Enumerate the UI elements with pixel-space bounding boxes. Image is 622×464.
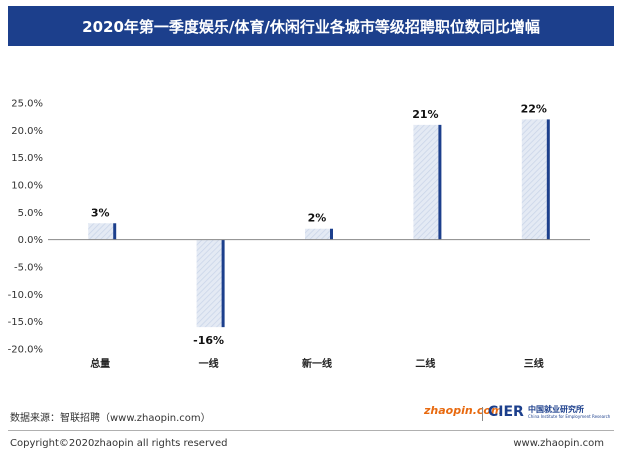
y-tick-label: -5.0%	[14, 263, 43, 274]
bar-edge	[546, 119, 550, 240]
x-tick-label: 三线	[524, 357, 544, 370]
bar-1	[88, 223, 117, 240]
bar-chart: 25.0% 20.0% 15.0% 10.0% 5.0% 0.0% -5.0% -10.0% -…	[8, 99, 590, 370]
y-tick-label: -15.0%	[8, 317, 43, 328]
category-labels: 总量 一线 新一线 二线 三线	[90, 357, 544, 370]
x-tick-label: 二线	[415, 357, 435, 370]
y-tick-label: 20.0%	[11, 126, 43, 137]
footer-divider	[8, 430, 614, 431]
cier-logo: CIER	[488, 404, 524, 420]
data-label: 21%	[412, 108, 438, 121]
copyright: Copyright©2020zhaopin all rights reserve…	[10, 438, 228, 449]
bar-5	[521, 119, 550, 240]
bar-edge	[330, 228, 333, 240]
x-tick-label: 一线	[199, 357, 219, 370]
bar-edge	[113, 223, 117, 240]
bars	[88, 119, 550, 328]
cier-logo-cn: 中国就业研究所	[528, 405, 584, 414]
bar-fill	[305, 228, 330, 240]
bar-3	[305, 228, 333, 240]
y-tick-label: 5.0%	[18, 208, 43, 219]
bar-fill	[413, 124, 439, 240]
y-tick-label: 0.0%	[18, 235, 43, 246]
y-tick-label: -10.0%	[8, 290, 43, 301]
data-label: 3%	[91, 206, 110, 219]
bar-fill	[196, 239, 222, 328]
x-tick-label: 总量	[90, 357, 110, 370]
bar-edge	[221, 239, 225, 328]
y-tick-label: 15.0%	[11, 153, 43, 164]
y-axis-labels: 25.0% 20.0% 15.0% 10.0% 5.0% 0.0% -5.0% -10.0% -…	[8, 99, 43, 356]
bar-fill	[88, 223, 114, 240]
bar-fill	[521, 119, 547, 240]
data-label: 22%	[521, 102, 547, 115]
data-source: 数据来源：智联招聘（www.zhaopin.com）	[10, 413, 211, 424]
y-tick-label: 25.0%	[11, 99, 43, 110]
bar-4	[413, 124, 442, 240]
bar-edge	[438, 124, 442, 240]
title-banner: 2020年第一季度娱乐/体育/休闲行业各城市等级招聘职位数同比增幅	[8, 6, 614, 46]
data-label: 2%	[308, 212, 327, 225]
value-labels: 3% -16% 2% 21% 22%	[91, 102, 547, 347]
bar-2	[196, 239, 225, 328]
footer-url: www.zhaopin.com	[513, 438, 604, 449]
cier-logo-en: China Institute for Employment Research	[528, 414, 611, 419]
data-label: -16%	[193, 334, 224, 347]
logo-divider	[482, 407, 483, 421]
x-tick-label: 新一线	[302, 357, 332, 370]
chart-title: 2020年第一季度娱乐/体育/休闲行业各城市等级招聘职位数同比增幅	[82, 17, 540, 36]
y-tick-label: 10.0%	[11, 181, 43, 192]
y-tick-label: -20.0%	[8, 345, 43, 356]
